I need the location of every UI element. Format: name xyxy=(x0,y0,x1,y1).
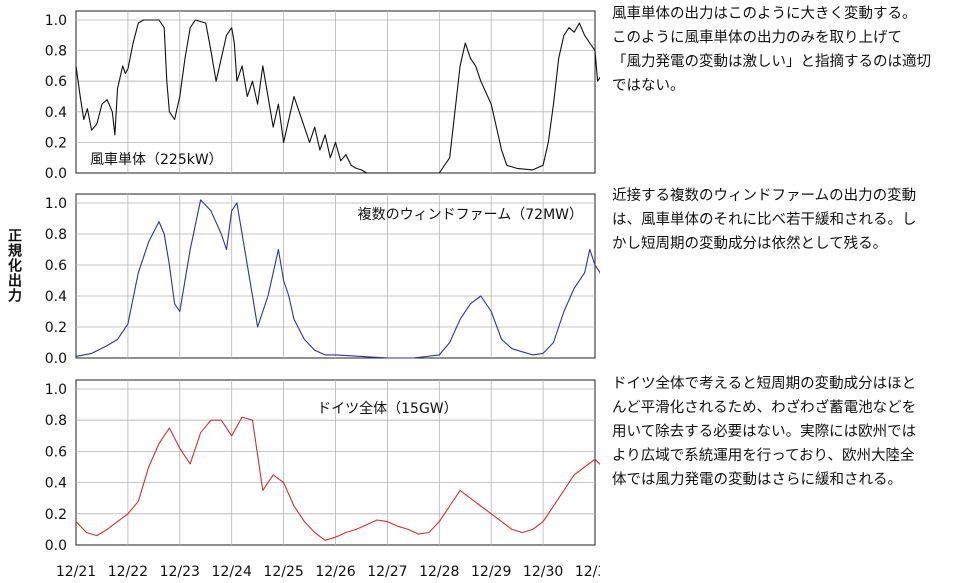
desc-line: このように風車単体の出力のみを取り上げて xyxy=(612,30,902,46)
y-tick-label: 0.2 xyxy=(45,320,67,336)
x-tick-label: 12/24 xyxy=(212,564,252,580)
panel-label: 複数のウィンドファーム（72MW） xyxy=(358,206,583,223)
x-tick-label: 12/27 xyxy=(367,564,407,580)
y-tick-label: 0.8 xyxy=(45,227,67,243)
y-tick-label: 1.0 xyxy=(45,196,67,212)
x-tick-label: 12/28 xyxy=(419,564,459,580)
y-tick-label: 0.0 xyxy=(45,538,67,554)
desc-line: 用いて除去する必要はない。実際には欧州では xyxy=(612,424,917,440)
description-wind-farms: 近接する複数のウィンドファームの出力の変動 は、風車単体のそれに比べ若干緩和され… xyxy=(612,184,952,256)
y-tick-label: 0.2 xyxy=(45,135,67,151)
y-tick-label: 0.8 xyxy=(45,44,67,60)
description-single-turbine: 風車単体の出力はこのように大きく変動する。 このように風車単体の出力のみを取り上… xyxy=(612,2,952,98)
desc-line: かし短周期の変動成分は依然として残る。 xyxy=(612,236,888,252)
x-tick-label: 12/25 xyxy=(263,564,303,580)
y-tick-label: 0.4 xyxy=(45,476,67,492)
y-tick-label: 0.2 xyxy=(45,507,67,523)
y-tick-label: 0.0 xyxy=(45,351,67,367)
y-tick-label: 1.0 xyxy=(45,13,67,29)
desc-line: 近接する複数のウィンドファームの出力の変動 xyxy=(612,188,917,204)
y-tick-label: 0.4 xyxy=(45,105,67,121)
desc-line: んど平滑化されるため、わざわざ蓄電池などを xyxy=(612,400,917,416)
y-tick-label: 0.6 xyxy=(45,444,67,460)
panel-label: 風車単体（225kW） xyxy=(90,151,223,168)
x-tick-label: 12/31 xyxy=(575,564,600,580)
desc-line: 風車単体の出力はこのように大きく変動する。 xyxy=(612,6,917,22)
x-tick-label: 12/23 xyxy=(160,564,200,580)
panel-label: ドイツ全体（15GW） xyxy=(317,400,458,417)
y-tick-label: 0.6 xyxy=(45,258,67,274)
series-line xyxy=(75,19,600,174)
x-tick-label: 12/29 xyxy=(471,564,511,580)
series-line xyxy=(75,416,600,541)
desc-line: 「風力発電の変動は激しい」と指摘するのは適切 xyxy=(612,54,931,70)
y-tick-label: 0.8 xyxy=(45,413,67,429)
desc-line: は、風車単体のそれに比べ若干緩和される。し xyxy=(612,212,917,228)
y-axis-label: 正規化出力 xyxy=(6,228,22,303)
desc-line: ドイツ全体で考えると短周期の変動成分はほと xyxy=(612,376,917,392)
description-germany: ドイツ全体で考えると短周期の変動成分はほと んど平滑化されるため、わざわざ蓄電池… xyxy=(612,372,952,492)
x-tick-label: 12/22 xyxy=(108,564,148,580)
y-tick-label: 0.6 xyxy=(45,74,67,90)
y-tick-label: 1.0 xyxy=(45,382,67,398)
desc-line: ではない。 xyxy=(612,78,685,94)
x-tick-label: 12/30 xyxy=(523,564,563,580)
y-tick-label: 0.0 xyxy=(45,166,67,182)
chart-svg: 1.0 0.8 0.6 0.4 0.2 0.0 風車単体（225kW） 1.0 0.8 0.6 0.… xyxy=(45,10,600,580)
series-line xyxy=(75,199,600,359)
y-tick-label: 0.4 xyxy=(45,289,67,305)
desc-line: 体では風力発電の変動はさらに緩和される。 xyxy=(612,472,902,488)
x-tick-label: 12/26 xyxy=(315,564,355,580)
desc-line: より広域で系統運用を行っており、欧州大陸全 xyxy=(612,448,915,464)
x-tick-label: 12/21 xyxy=(56,564,96,580)
